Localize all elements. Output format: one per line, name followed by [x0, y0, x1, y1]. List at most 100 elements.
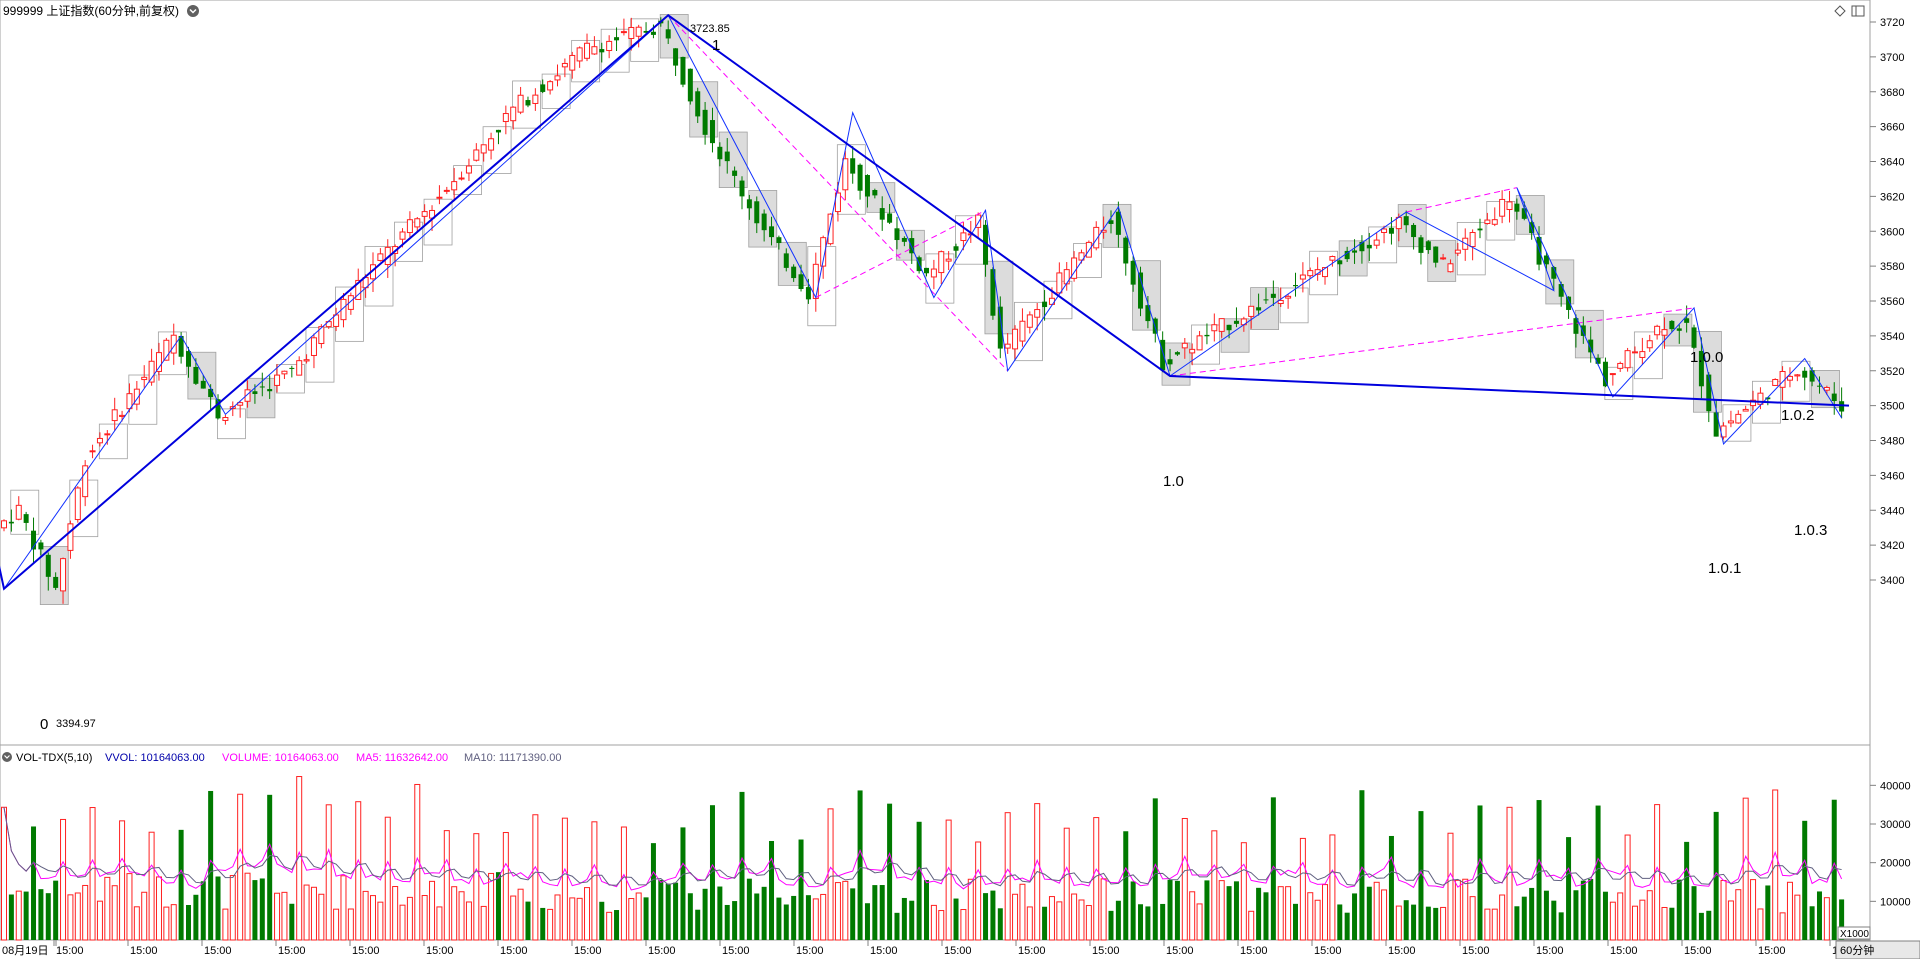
volume-bar-down	[1684, 841, 1690, 940]
volume-bar-up	[827, 808, 834, 941]
volume-bar-down	[495, 872, 501, 940]
candle-down	[1115, 211, 1121, 235]
volume-bar-up	[1447, 832, 1454, 941]
volume-bar-up	[1307, 892, 1314, 941]
candle-up	[104, 433, 111, 436]
range-box	[512, 80, 541, 129]
volume-bar-up	[1196, 903, 1203, 941]
candle-down	[1839, 401, 1845, 412]
candle-up	[414, 218, 421, 228]
volume-bar-down	[1138, 904, 1144, 940]
volume-bar-down	[267, 794, 273, 940]
volume-bar-down	[215, 876, 221, 940]
chevron-down-icon[interactable]	[187, 5, 199, 17]
volume-bar-up	[1779, 912, 1786, 941]
price-panel-frame	[0, 0, 1871, 746]
candle-down	[1765, 397, 1771, 400]
volume-bar-up	[1211, 830, 1218, 941]
volume-bar-down	[769, 840, 775, 940]
volume-bar-up	[1056, 901, 1063, 941]
volume-bar-up	[96, 900, 103, 941]
candle-down	[1130, 260, 1136, 285]
candle-down	[1359, 241, 1365, 252]
candle-down	[702, 109, 708, 135]
indicator-volume: VOLUME: 10164063.00	[222, 752, 339, 764]
candle-down	[178, 335, 184, 357]
volume-bar-down	[916, 821, 922, 940]
volume-bar-up	[281, 891, 288, 941]
volume-bar-down	[776, 897, 782, 940]
candle-up	[1373, 239, 1380, 246]
candle-up	[584, 42, 591, 59]
volume-bar-up	[303, 884, 310, 941]
candle-up	[1440, 257, 1447, 260]
candle-down	[1108, 220, 1114, 224]
candle-down	[1388, 227, 1394, 234]
x-tick-label: 15:00	[944, 945, 972, 957]
volume-bar-down	[31, 826, 37, 940]
range-box	[866, 182, 896, 213]
volume-bar-up	[554, 894, 561, 941]
indicator-icon[interactable]	[2, 752, 12, 762]
candle-down	[1551, 267, 1557, 279]
candle-up	[274, 374, 281, 386]
candle-up	[1646, 340, 1653, 349]
volume-bar-down	[1174, 880, 1180, 940]
x-tick-label: 15:00	[56, 945, 84, 957]
volume-bar-down	[1152, 798, 1158, 940]
candle-up	[1063, 269, 1070, 285]
candle-up	[96, 437, 103, 444]
volume-bar-down	[8, 894, 14, 940]
period-button[interactable]	[1835, 940, 1920, 959]
candle-up	[547, 81, 554, 91]
volume-bar-down	[1558, 912, 1564, 940]
volume-bar-up	[414, 783, 421, 941]
candle-up	[303, 359, 310, 362]
candle-up	[1285, 295, 1292, 299]
candle-down	[252, 391, 258, 395]
candle-down	[997, 306, 1003, 349]
candle-down	[769, 226, 775, 238]
candle-up	[1654, 325, 1661, 336]
volume-bar-up	[362, 890, 369, 941]
volume-bar-down	[252, 880, 258, 940]
wave-label-1: 1	[712, 37, 720, 54]
volume-bar-up	[1772, 789, 1779, 941]
volume-bar-up	[834, 882, 841, 941]
volume-bar-down	[643, 897, 649, 940]
volume-bar-down	[1352, 893, 1358, 940]
candle-down	[746, 199, 752, 209]
x-tick-label: 15:00	[500, 945, 528, 957]
candle-up	[1823, 387, 1830, 391]
volume-bar-down	[1145, 906, 1151, 940]
candle-up	[1617, 362, 1624, 369]
volume-bar-up	[1609, 901, 1616, 941]
window-icon[interactable]	[1851, 5, 1865, 17]
candle-down	[45, 554, 51, 577]
candle-up	[1735, 413, 1742, 424]
volume-bar-down	[658, 879, 664, 940]
volume-bar-up	[1240, 842, 1247, 941]
candle-up	[1794, 374, 1801, 377]
volume-bar-down	[1831, 799, 1837, 940]
candle-up	[1012, 328, 1019, 350]
candle-up	[1661, 329, 1668, 336]
price-tick-label: 3480	[1880, 436, 1904, 448]
volume-bar-up	[1661, 906, 1668, 941]
price-tick-label: 3580	[1880, 261, 1904, 273]
candle-down	[1160, 339, 1166, 371]
candle-up	[628, 26, 635, 39]
x-tick-label: 15:00	[722, 945, 750, 957]
range-box	[1427, 239, 1457, 282]
volume-bar-up	[229, 875, 236, 941]
volume-bar-up	[421, 895, 428, 941]
volume-bar-up	[1469, 896, 1476, 941]
volume-bar-up	[938, 910, 945, 941]
candle-up	[1772, 379, 1779, 386]
volume-ma-line	[3, 807, 1842, 887]
x-tick-label: 15:00	[1610, 945, 1638, 957]
diamond-icon[interactable]	[1834, 5, 1846, 17]
candle-down	[864, 175, 870, 197]
volume-bar-down	[732, 901, 738, 940]
candle-down	[754, 201, 760, 224]
